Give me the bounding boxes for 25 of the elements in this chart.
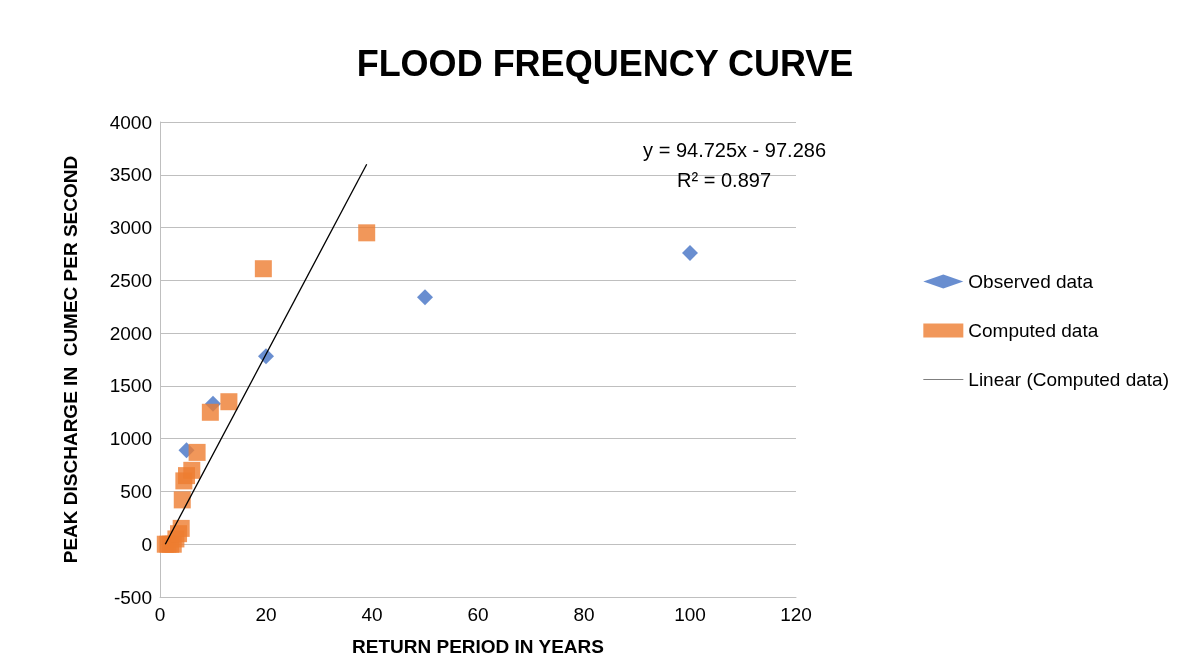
x-tick-label: 80 — [573, 604, 595, 625]
y-tick-label: -500 — [113, 586, 152, 608]
chart-title: FLOOD FREQUENCY CURVE — [356, 42, 854, 84]
legend-label: Linear (Computed data) — [968, 369, 1169, 390]
annotation: R² = 0.897 — [677, 169, 772, 191]
y-tick-label: 2000 — [109, 322, 152, 344]
legend-label: Computed data — [968, 320, 1099, 341]
y-tick-label: 3000 — [109, 217, 152, 239]
x-axis-title: RETURN PERIOD IN YEARS — [352, 636, 604, 657]
annotation: y = 94.725x - 97.286 — [643, 139, 827, 161]
y-tick-label: 1500 — [109, 375, 152, 397]
x-tick-label: 20 — [255, 604, 277, 625]
y-tick-label: 0 — [141, 533, 152, 555]
y-tick-label: 3500 — [109, 164, 152, 186]
x-tick-label: 60 — [467, 604, 489, 625]
x-tick-label: 0 — [154, 604, 166, 625]
x-tick-label: 40 — [361, 604, 383, 625]
x-tick-label: 100 — [674, 604, 706, 625]
y-axis-title: PEAK DISCHARGE IN CUMEC PER SECOND — [60, 155, 81, 564]
legend-label: Observed data — [968, 271, 1094, 292]
y-tick-label: 1000 — [109, 428, 152, 450]
y-tick-label: 2500 — [109, 269, 152, 291]
y-tick-label: 4000 — [109, 111, 152, 133]
x-tick-label: 120 — [780, 604, 812, 625]
y-tick-label: 500 — [120, 480, 152, 502]
